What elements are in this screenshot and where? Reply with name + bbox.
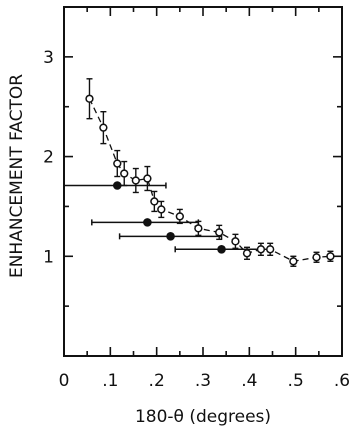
y-tick-label: 1	[43, 247, 54, 267]
open-data-point	[85, 94, 94, 103]
x-tick-label: .4	[241, 371, 257, 391]
open-data-point	[215, 228, 224, 237]
open-data-point	[194, 224, 203, 233]
y-tick-label: 2	[43, 148, 54, 168]
plot-frame	[63, 6, 343, 357]
x-tick-label: .5	[288, 371, 304, 391]
open-data-point	[150, 197, 159, 206]
open-data-point	[120, 169, 129, 178]
y-axis-label: ENHANCEMENT FACTOR	[7, 74, 27, 278]
x-tick-label: .1	[102, 371, 118, 391]
x-tick-label: .3	[195, 371, 211, 391]
x-tick-label: .6	[334, 371, 349, 391]
filled-series	[63, 181, 269, 254]
y-axis-ticks	[64, 56, 342, 307]
x-tick-labels: 0 .1 .2 .3 .4 .5 .6	[59, 371, 349, 391]
open-data-point	[143, 174, 152, 183]
x-axis-ticks	[63, 7, 343, 356]
y-tick-labels: 1 2 3	[43, 48, 54, 267]
open-data-point	[131, 176, 140, 185]
filled-data-point	[112, 181, 122, 190]
x-tick-label: 0	[59, 371, 70, 391]
open-series	[85, 78, 335, 267]
filled-data-point	[217, 245, 226, 254]
open-data-point	[256, 245, 266, 254]
filled-data-point	[143, 218, 152, 227]
open-data-point	[113, 159, 122, 168]
open-data-point	[289, 257, 298, 266]
x-axis-label: 180-θ (degrees)	[135, 407, 271, 427]
filled-data-point	[166, 232, 175, 241]
open-data-point	[175, 212, 184, 221]
open-data-point	[312, 253, 321, 262]
open-data-point	[157, 205, 166, 214]
open-data-point	[266, 245, 275, 254]
open-data-point	[326, 252, 335, 261]
open-data-point	[242, 249, 252, 258]
y-tick-label: 3	[43, 48, 54, 68]
x-tick-label: .2	[149, 371, 165, 391]
open-data-point	[99, 123, 108, 132]
open-data-point	[231, 237, 240, 246]
